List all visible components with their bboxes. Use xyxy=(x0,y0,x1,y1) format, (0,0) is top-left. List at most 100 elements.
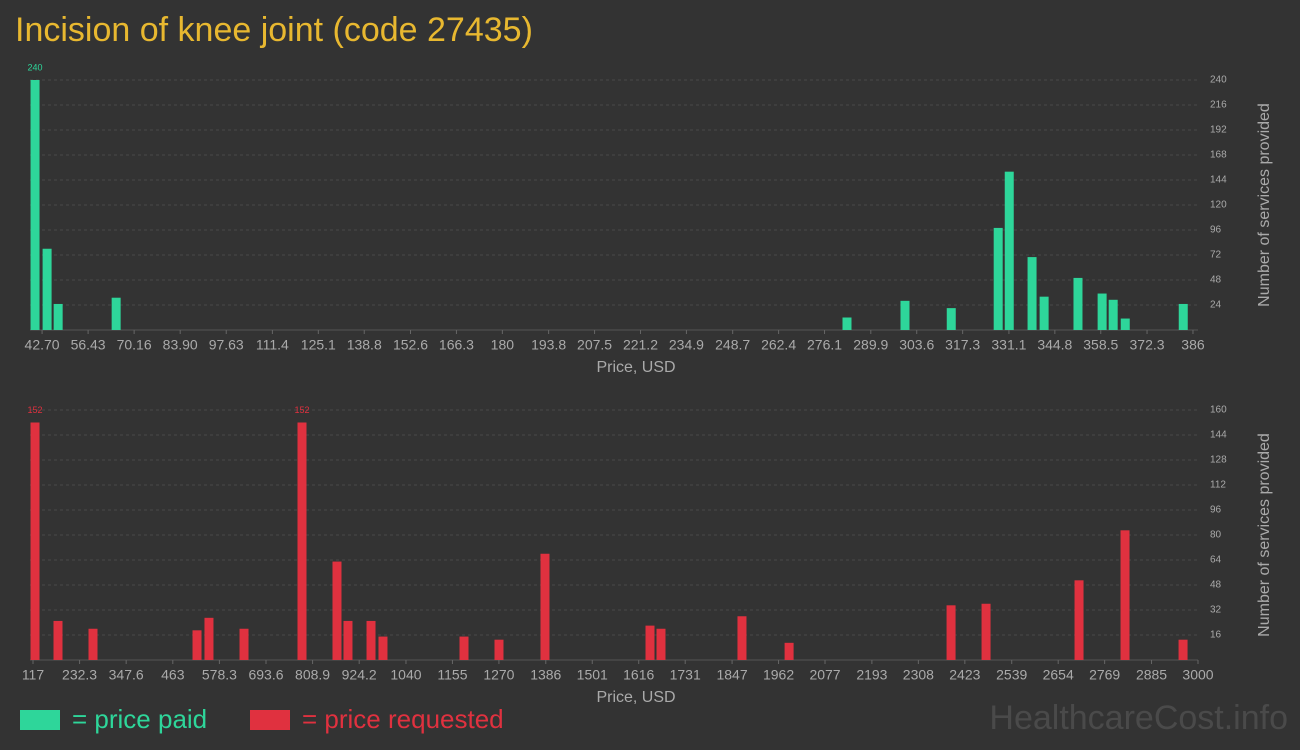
bar xyxy=(1039,296,1049,330)
x-tick-label: 1386 xyxy=(530,667,561,683)
legend-swatch xyxy=(250,710,290,730)
x-tick-label: 2077 xyxy=(809,667,840,683)
bar xyxy=(53,303,63,330)
x-tick-label: 693.6 xyxy=(248,667,283,683)
watermark: HealthcareCost.info xyxy=(989,699,1288,737)
x-tick-label: 289.9 xyxy=(853,337,888,353)
bar xyxy=(1073,277,1083,330)
bar xyxy=(366,620,376,660)
y-tick-label: 120 xyxy=(1210,200,1227,211)
bar xyxy=(204,617,214,660)
x-tick-label: 303.6 xyxy=(899,337,934,353)
x-tick-label: 344.8 xyxy=(1037,337,1072,353)
x-tick-label: 221.2 xyxy=(623,337,658,353)
y-axis-label: Number of services provided xyxy=(1256,103,1273,307)
x-tick-label: 1616 xyxy=(623,667,654,683)
legend-label: = price requested xyxy=(302,704,504,734)
bar xyxy=(378,636,388,660)
x-tick-label: 358.5 xyxy=(1083,337,1118,353)
y-tick-label: 24 xyxy=(1210,300,1222,311)
x-tick-label: 193.8 xyxy=(531,337,566,353)
x-tick-label: 1501 xyxy=(577,667,608,683)
x-tick-label: 248.7 xyxy=(715,337,750,353)
bar xyxy=(842,317,852,330)
x-tick-label: 2769 xyxy=(1089,667,1120,683)
x-tick-label: 578.3 xyxy=(202,667,237,683)
bar xyxy=(343,620,353,660)
x-tick-label: 1731 xyxy=(670,667,701,683)
bar xyxy=(784,642,794,660)
y-tick-label: 64 xyxy=(1210,555,1222,566)
x-tick-label: 56.43 xyxy=(71,337,106,353)
x-tick-label: 234.9 xyxy=(669,337,704,353)
y-tick-label: 216 xyxy=(1210,100,1227,111)
x-axis-label: Price, USD xyxy=(596,689,675,706)
x-tick-label: 70.16 xyxy=(117,337,152,353)
bar xyxy=(1120,318,1130,330)
x-tick-label: 1040 xyxy=(390,667,421,683)
y-tick-label: 192 xyxy=(1210,125,1227,136)
x-tick-label: 2885 xyxy=(1136,667,1167,683)
y-axis-label: Number of services provided xyxy=(1256,433,1273,637)
bar xyxy=(30,422,40,660)
x-tick-label: 1270 xyxy=(483,667,514,683)
y-tick-label: 240 xyxy=(1210,75,1227,86)
bar xyxy=(1108,299,1118,330)
x-tick-label: 331.1 xyxy=(991,337,1026,353)
x-tick-label: 3000 xyxy=(1182,667,1213,683)
bar xyxy=(1074,580,1084,660)
x-tick-label: 276.1 xyxy=(807,337,842,353)
value-label: 152 xyxy=(294,405,309,415)
x-tick-label: 1847 xyxy=(716,667,747,683)
bar xyxy=(737,616,747,660)
x-tick-label: 463 xyxy=(161,667,185,683)
legend-swatch xyxy=(20,710,60,730)
x-tick-label: 180 xyxy=(491,337,515,353)
bar xyxy=(540,553,550,660)
y-tick-label: 160 xyxy=(1210,405,1227,416)
y-tick-label: 96 xyxy=(1210,225,1222,236)
bar xyxy=(1178,639,1188,660)
x-tick-label: 83.90 xyxy=(163,337,198,353)
x-tick-label: 386 xyxy=(1181,337,1205,353)
x-tick-label: 97.63 xyxy=(209,337,244,353)
bar xyxy=(1027,257,1037,330)
x-tick-label: 1962 xyxy=(763,667,794,683)
bar xyxy=(111,297,121,330)
bar xyxy=(645,625,655,660)
x-tick-label: 117 xyxy=(22,667,45,683)
bar xyxy=(981,603,991,660)
x-tick-label: 2654 xyxy=(1043,667,1074,683)
y-tick-label: 16 xyxy=(1210,630,1222,641)
x-tick-label: 166.3 xyxy=(439,337,474,353)
x-tick-label: 924.2 xyxy=(342,667,377,683)
y-tick-label: 144 xyxy=(1210,430,1227,441)
x-axis-label: Price, USD xyxy=(596,359,675,376)
x-tick-label: 125.1 xyxy=(301,337,336,353)
bar xyxy=(494,639,504,660)
bar xyxy=(993,227,1003,330)
y-tick-label: 144 xyxy=(1210,175,1227,186)
bar xyxy=(1097,293,1107,330)
x-tick-label: 2193 xyxy=(856,667,887,683)
bar xyxy=(900,300,910,330)
bar xyxy=(297,422,307,660)
page-title: Incision of knee joint (code 27435) xyxy=(15,11,533,49)
bar xyxy=(946,605,956,660)
bar xyxy=(53,620,63,660)
y-tick-label: 168 xyxy=(1210,150,1227,161)
x-tick-label: 138.8 xyxy=(347,337,382,353)
x-tick-label: 372.3 xyxy=(1130,337,1165,353)
x-tick-label: 207.5 xyxy=(577,337,612,353)
x-tick-label: 42.70 xyxy=(25,337,60,353)
y-tick-label: 96 xyxy=(1210,505,1222,516)
x-tick-label: 1155 xyxy=(437,667,467,683)
y-tick-label: 128 xyxy=(1210,455,1227,466)
x-tick-label: 317.3 xyxy=(945,337,980,353)
x-tick-label: 2308 xyxy=(903,667,934,683)
legend-label: = price paid xyxy=(72,704,207,734)
value-label: 240 xyxy=(28,62,43,72)
bar xyxy=(946,308,956,330)
y-tick-label: 48 xyxy=(1210,275,1222,286)
